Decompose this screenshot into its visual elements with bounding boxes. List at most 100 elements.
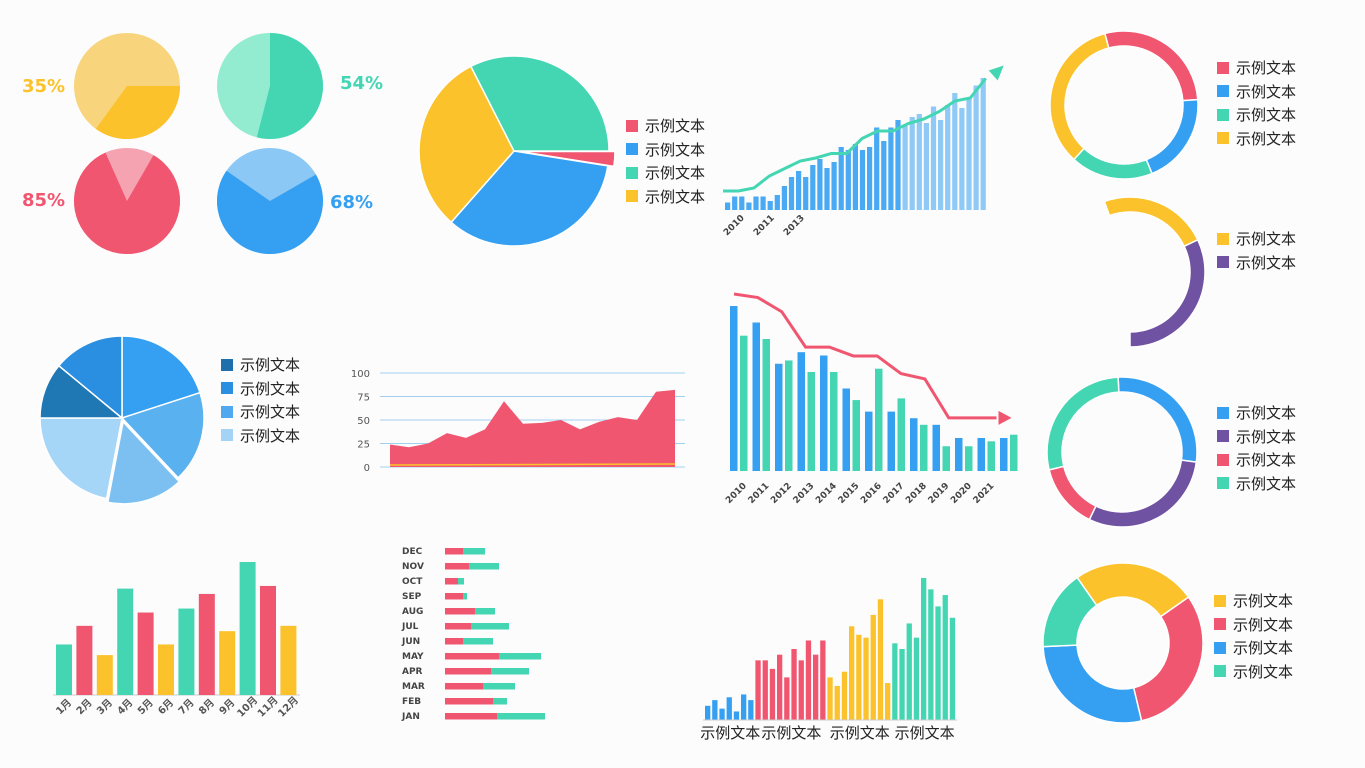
category-label: 示例文本: [761, 724, 821, 742]
bar: [463, 593, 467, 600]
x-tick-label: 2月: [74, 697, 94, 717]
pie-chart-blues: [39, 335, 205, 505]
bar: [875, 368, 883, 471]
x-tick-label: 2018: [904, 481, 929, 506]
bar: [973, 85, 979, 210]
bar: [445, 653, 499, 660]
legend-label: 示例文本: [240, 403, 301, 422]
mini-pies-chart: [74, 33, 323, 254]
bar: [445, 698, 493, 705]
donut-chart-big: [1042, 562, 1204, 724]
bar: [445, 683, 483, 690]
bar: [930, 106, 937, 210]
bar: [913, 637, 920, 720]
bar: [870, 614, 876, 720]
legend-swatch: [1214, 618, 1226, 631]
y-tick-label: NOV: [402, 562, 424, 572]
bar: [762, 339, 770, 471]
bar: [56, 644, 72, 695]
bar: [445, 563, 469, 570]
legend-label: 示例文本: [1236, 253, 1297, 272]
bar: [733, 711, 740, 720]
bar: [810, 165, 816, 210]
x-tick-label: 10月: [235, 694, 260, 719]
x-tick-label: 6月: [156, 697, 176, 717]
legend-swatch: [1217, 430, 1229, 443]
legend-label: 示例文本: [1233, 615, 1294, 634]
legend-label: 示例文本: [1233, 592, 1294, 611]
legend-item: 示例文本: [1217, 425, 1296, 449]
pie-chart-4: [418, 55, 616, 247]
bar: [748, 700, 754, 720]
bar: [96, 655, 113, 695]
pie-slice: [1103, 30, 1199, 102]
bar: [813, 654, 819, 720]
bar: [987, 441, 995, 471]
bar: [445, 668, 491, 675]
bar: [767, 201, 773, 210]
arc-segment: [1129, 238, 1206, 348]
bar: [788, 177, 795, 210]
legend-item: 示例文本: [1217, 227, 1296, 251]
bar: [820, 355, 828, 471]
bar: [491, 668, 529, 675]
grouped-bar-chart: 示例文本 示例文本 示例文本 示例文本: [700, 578, 957, 742]
legend-item: 示例文本: [1217, 56, 1296, 80]
y-tick-label: 100: [351, 369, 370, 380]
bar: [824, 168, 830, 210]
legend-item: 示例文本: [1214, 660, 1293, 684]
bar: [445, 713, 497, 720]
legend-item: 示例文本: [1214, 613, 1293, 637]
pie-slice: [1088, 459, 1198, 528]
trend-arrow: [988, 65, 1004, 81]
bar: [445, 578, 458, 585]
category-label: 示例文本: [895, 724, 955, 742]
pct-label-red: 85%: [22, 190, 66, 211]
legend-arc-2: 示例文本 示例文本: [1217, 227, 1296, 274]
pct-label-green: 54%: [340, 73, 384, 94]
mini-pie-slice: [217, 170, 323, 254]
baseline-series: [389, 463, 676, 466]
legend-label: 示例文本: [1233, 662, 1294, 681]
x-tick-label: 7月: [176, 697, 196, 717]
bar: [260, 585, 276, 695]
bar: [910, 418, 918, 471]
legend-swatch: [1217, 453, 1229, 466]
bar: [874, 127, 880, 210]
legend-swatch: [1217, 232, 1229, 245]
bar: [888, 127, 894, 210]
bar: [445, 623, 471, 630]
bar: [785, 360, 793, 471]
legend-swatch: [221, 405, 233, 418]
bar: [719, 708, 725, 720]
legend-swatch: [1214, 641, 1226, 654]
legend-item: 示例文本: [1217, 127, 1296, 151]
pct-label-blue: 68%: [330, 192, 374, 213]
bar: [909, 117, 915, 210]
bar: [877, 599, 884, 720]
legend-swatch: [1217, 256, 1229, 269]
bar: [935, 606, 941, 720]
bar: [777, 654, 783, 720]
pie-slice: [1042, 576, 1098, 648]
legend-item: 示例文本: [626, 138, 705, 162]
bar: [852, 400, 860, 471]
bar: [892, 643, 898, 720]
bar: [932, 424, 940, 471]
legend-item: 示例文本: [626, 114, 705, 138]
legend-swatch: [1217, 108, 1229, 121]
x-tick-label: 2020: [949, 481, 974, 506]
y-tick-label: APR: [402, 667, 423, 677]
bar: [980, 78, 986, 210]
legend-donut-big: 示例文本 示例文本 示例文本 示例文本: [1214, 589, 1293, 683]
drop-bar-chart: 2010201120122013201420152016201720182019…: [724, 292, 1018, 506]
pie-slice: [106, 420, 181, 505]
bar: [902, 126, 908, 210]
legend-swatch: [1217, 85, 1229, 98]
pie-slice: [1046, 376, 1120, 471]
legend-swatch: [221, 382, 233, 395]
x-tick-label: 3月: [94, 697, 114, 717]
bar: [867, 147, 873, 210]
bar: [920, 424, 928, 471]
legend-swatch: [1217, 406, 1229, 419]
